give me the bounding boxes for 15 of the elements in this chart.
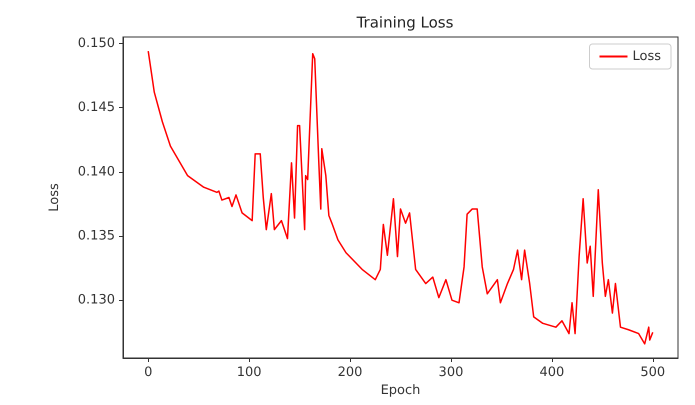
y-tick-label: 0.150 <box>78 36 115 51</box>
chart-title: Training Loss <box>356 14 454 32</box>
x-tick-label: 0 <box>144 365 152 380</box>
y-tick-label: 0.130 <box>78 292 115 308</box>
x-tick-label: 400 <box>539 365 564 380</box>
legend-label: Loss <box>632 49 662 64</box>
x-axis-title: Epoch <box>380 383 420 398</box>
y-tick-label: 0.135 <box>78 228 115 244</box>
x-tick-label: 300 <box>438 365 464 380</box>
y-tick-label: 0.140 <box>78 164 115 180</box>
x-tick-label: 100 <box>236 365 262 380</box>
y-axis-title: Loss <box>47 183 62 212</box>
y-tick-label: 0.145 <box>78 100 115 116</box>
x-tick-label: 200 <box>338 365 362 380</box>
x-tick-label: 500 <box>640 365 666 380</box>
